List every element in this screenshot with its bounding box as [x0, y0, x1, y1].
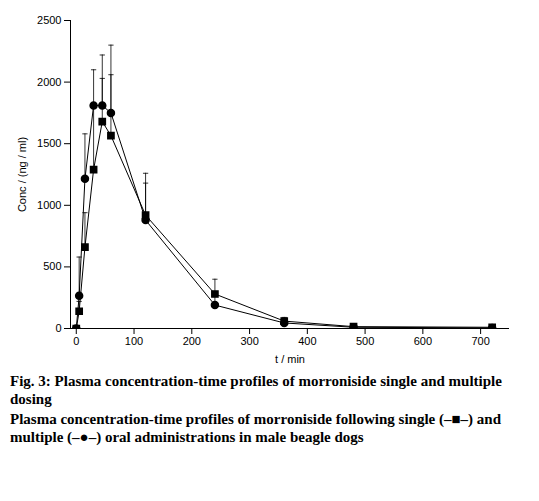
svg-text:500: 500 — [356, 335, 374, 347]
svg-text:2000: 2000 — [37, 76, 61, 88]
svg-text:700: 700 — [471, 335, 489, 347]
svg-text:2500: 2500 — [37, 14, 61, 26]
html-text:Plasma concentration-time prof: Plasma concentration-time profiles of mo… — [10, 411, 501, 445]
svg-text:0: 0 — [55, 322, 61, 334]
svg-text:Conc / (ng / ml): Conc / (ng / ml) — [16, 137, 28, 212]
svg-text:100: 100 — [125, 335, 143, 347]
svg-text:600: 600 — [414, 335, 432, 347]
svg-text:500: 500 — [43, 260, 61, 272]
svg-text:400: 400 — [298, 335, 316, 347]
svg-text:1000: 1000 — [37, 199, 61, 211]
svg-text:0: 0 — [73, 335, 79, 347]
svg-text:1500: 1500 — [37, 137, 61, 149]
svg-text:300: 300 — [240, 335, 258, 347]
svg-text:200: 200 — [183, 335, 201, 347]
svg-text:t / min: t / min — [275, 353, 305, 365]
html-text:Fig. 3: Plasma concentration-t: Fig. 3: Plasma concentration-time profil… — [10, 373, 502, 407]
